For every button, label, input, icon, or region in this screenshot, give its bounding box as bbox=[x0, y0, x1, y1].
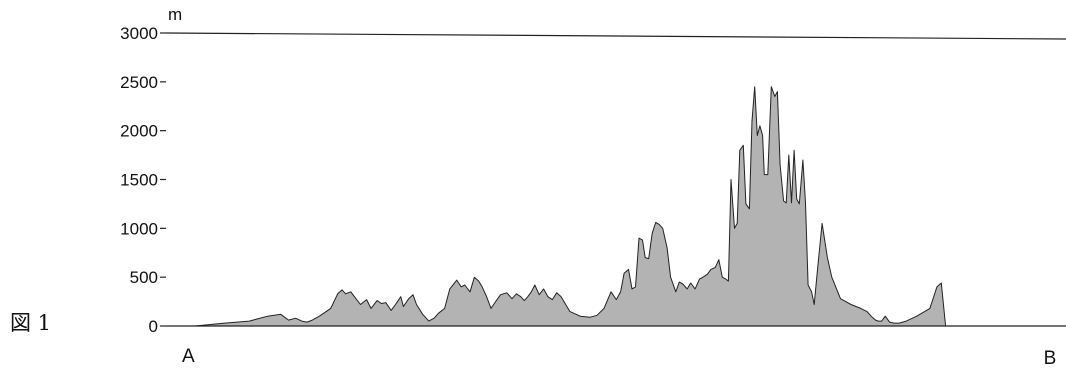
elevation-area bbox=[166, 86, 953, 327]
y-axis: 0 500 1000 1500 2000 2500 3000 bbox=[120, 24, 166, 336]
profile-start-label: A bbox=[182, 346, 195, 367]
y-tick-label: 3000 bbox=[120, 24, 158, 43]
y-tick-label: 500 bbox=[130, 268, 158, 287]
y-unit-label: m bbox=[168, 5, 182, 24]
y-tick-label: 2000 bbox=[120, 122, 158, 141]
y-tick-label: 0 bbox=[149, 317, 158, 336]
figure-label: 図 1 bbox=[10, 311, 51, 335]
profile-area-group bbox=[166, 86, 953, 327]
profile-end-label: B bbox=[1044, 348, 1057, 368]
y-tick-label: 1000 bbox=[120, 219, 158, 238]
y-tick-label: 2500 bbox=[120, 73, 158, 92]
chart-top-border bbox=[165, 32, 1066, 40]
y-tick-label: 1500 bbox=[120, 171, 158, 190]
